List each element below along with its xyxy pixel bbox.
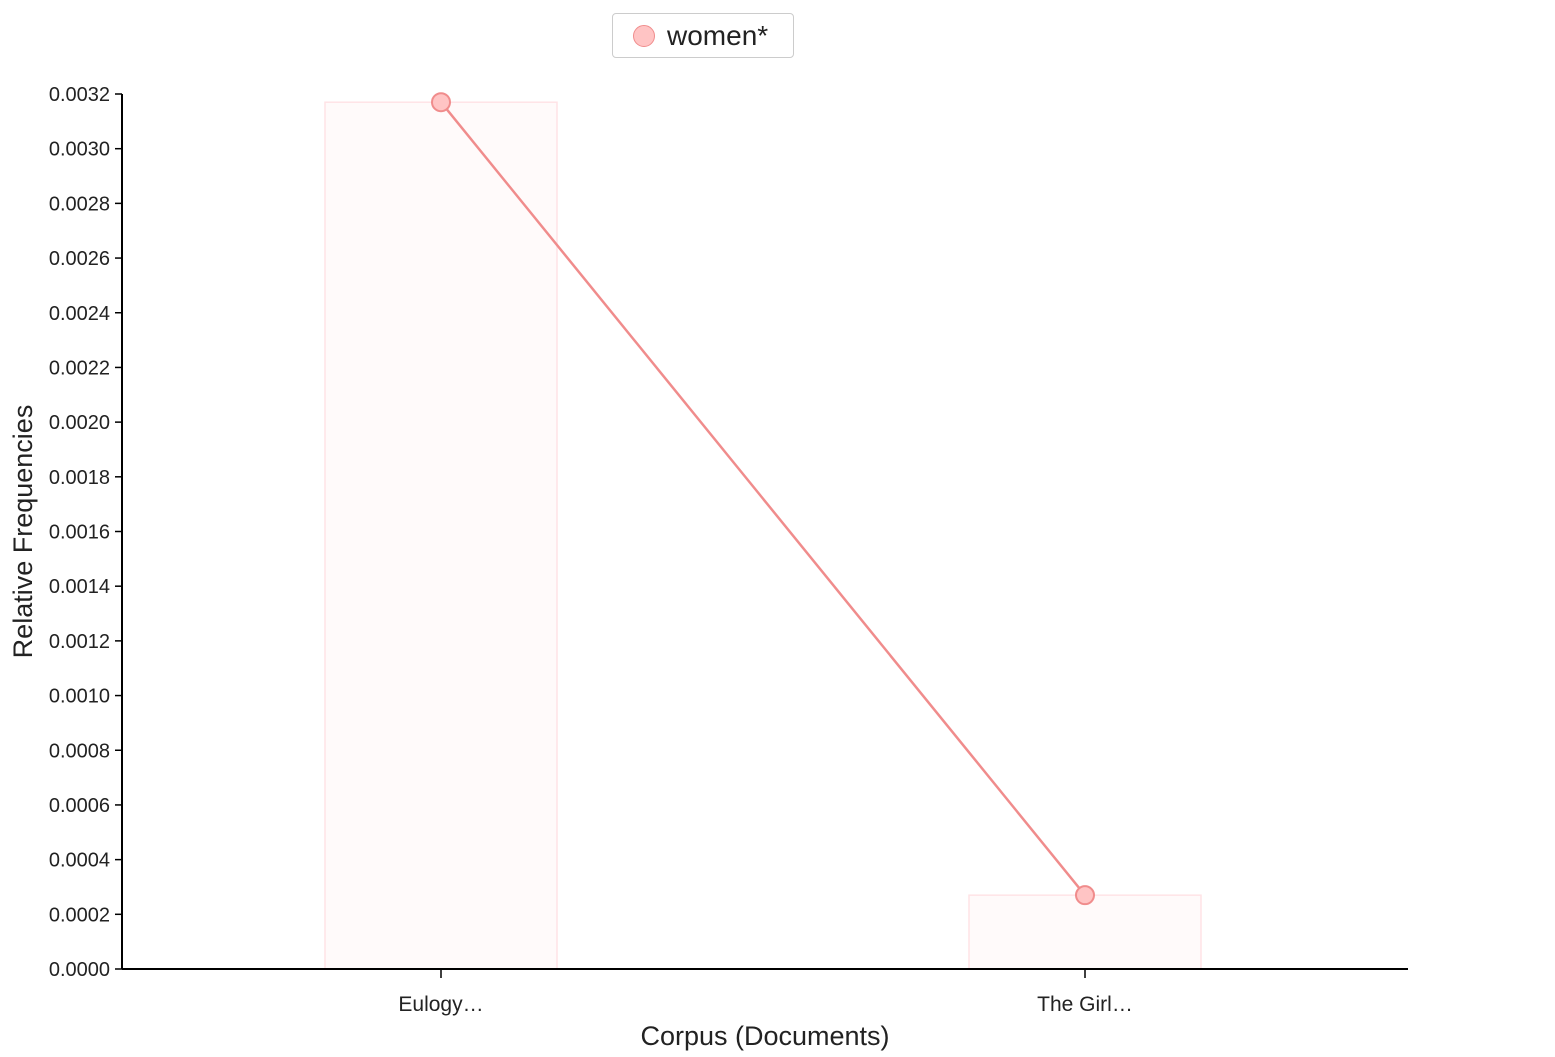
- data-point-1[interactable]: [431, 92, 451, 113]
- x-axis-title: Corpus (Documents): [640, 1021, 889, 1051]
- series-women: [431, 92, 1095, 906]
- legend[interactable]: women*: [612, 13, 794, 58]
- y-tick-label: 0.0006: [49, 795, 110, 817]
- x-axis: Eulogy… The Girl…: [122, 968, 1408, 1016]
- y-tick-label: 0.0026: [49, 248, 110, 270]
- legend-label: women*: [667, 19, 769, 51]
- y-tick-label: 0.0000: [49, 959, 110, 981]
- series-line: [440, 101, 1086, 896]
- y-tick-label: 0.0012: [49, 631, 110, 653]
- y-axis-title: Relative Frequencies: [8, 405, 38, 659]
- bar-1: [324, 101, 558, 970]
- y-tick-label: 0.0010: [49, 686, 110, 708]
- y-tick-label: 0.0014: [49, 576, 110, 598]
- y-tick-label: 0.0018: [49, 467, 110, 489]
- y-tick-label: 0.0028: [49, 193, 110, 215]
- x-tick-label: The Girl…: [1037, 993, 1133, 1016]
- y-tick-label: 0.0008: [49, 740, 110, 762]
- y-tick-label: 0.0016: [49, 522, 110, 544]
- data-point-2[interactable]: [1075, 885, 1095, 906]
- background-bars: [324, 101, 1202, 970]
- x-tick-label: Eulogy…: [398, 993, 483, 1016]
- y-tick-label: 0.0030: [49, 139, 110, 161]
- y-tick-label: 0.0020: [49, 412, 110, 434]
- y-tick-label: 0.0022: [49, 357, 110, 379]
- y-tick-label: 0.0024: [49, 303, 110, 325]
- legend-marker-icon: [633, 24, 655, 47]
- y-axis: 0.0000 0.0002 0.0004 0.0006 0.0008 0.0010 0.00…: [49, 84, 123, 981]
- y-tick-label: 0.0004: [49, 850, 110, 872]
- y-tick-label: 0.0002: [49, 904, 110, 926]
- y-tick-label: 0.0032: [49, 84, 110, 106]
- bar-2: [968, 894, 1202, 970]
